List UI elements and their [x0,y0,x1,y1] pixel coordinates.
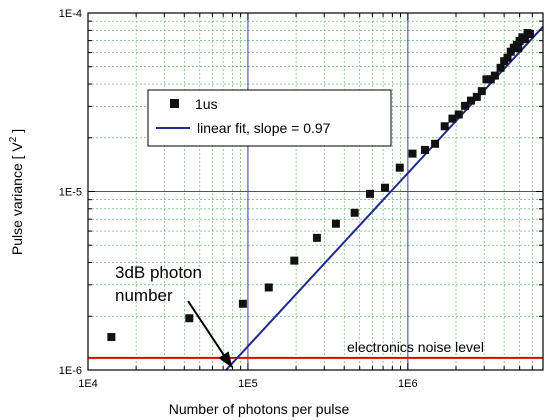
data-point [486,75,495,84]
x-axis-title: Number of photons per pulse [169,401,350,417]
data-point [466,96,475,105]
y-axis-title: Pulse variance [ V2 ] [8,129,25,255]
photon-annotation-line1: 3dB photon [115,263,202,282]
data-point [264,283,273,292]
y-axis-title-sup: 2 [8,136,19,142]
axis-ticks: 1E4 1E5 1E6 1E-6 1E-5 1E-4 [59,8,544,390]
data-point [525,30,534,39]
noise-level-label: electronics noise level [347,339,484,355]
data-point [440,122,449,131]
data-point [408,149,417,158]
data-point [503,53,512,62]
legend-label-fit: linear fit, slope = 0.97 [197,120,331,136]
data-point [477,87,486,96]
data-point [107,333,116,342]
data-point [366,189,375,198]
data-point [461,101,470,110]
data-point [482,75,491,84]
legend-label-1us: 1us [195,96,218,112]
data-point [381,183,390,192]
data-point [185,314,194,323]
data-point [420,145,429,154]
y-tick-label: 1E-6 [59,365,82,377]
photon-arrow-line [187,300,225,356]
data-point [312,233,321,242]
legend: 1us linear fit, slope = 0.97 [147,89,392,147]
data-point [454,110,463,119]
data-point [472,92,481,101]
data-point [431,139,440,148]
data-point [520,35,529,44]
svg-text:Pulse variance [ V2 ]: Pulse variance [ V2 ] [8,129,25,255]
data-point [290,256,299,265]
photon-annotation-line2: number [115,286,173,305]
x-tick-label: 1E6 [398,378,418,390]
data-point [490,71,499,80]
x-tick-label: 1E4 [78,378,98,390]
fit-line [225,26,544,371]
y-axis-title-main: Pulse variance [ V [9,142,25,255]
y-tick-label: 1E-4 [59,8,82,20]
data-point [331,219,340,228]
photon-arrow-head [218,351,233,368]
data-points [107,29,534,342]
data-point [395,163,404,172]
x-tick-label: 1E5 [238,378,258,390]
data-point [514,44,523,53]
y-tick-label: 1E-5 [59,187,82,199]
photon-annotation: 3dB photon number [115,263,233,368]
grid-layer [87,12,544,371]
data-point [448,114,457,123]
data-point [496,63,505,72]
fit-layer [225,26,544,371]
legend-marker-1us [170,99,179,108]
data-point [238,299,247,308]
data-point [350,208,359,217]
y-axis-title-end: ] [9,129,25,137]
legend-box [147,89,392,147]
